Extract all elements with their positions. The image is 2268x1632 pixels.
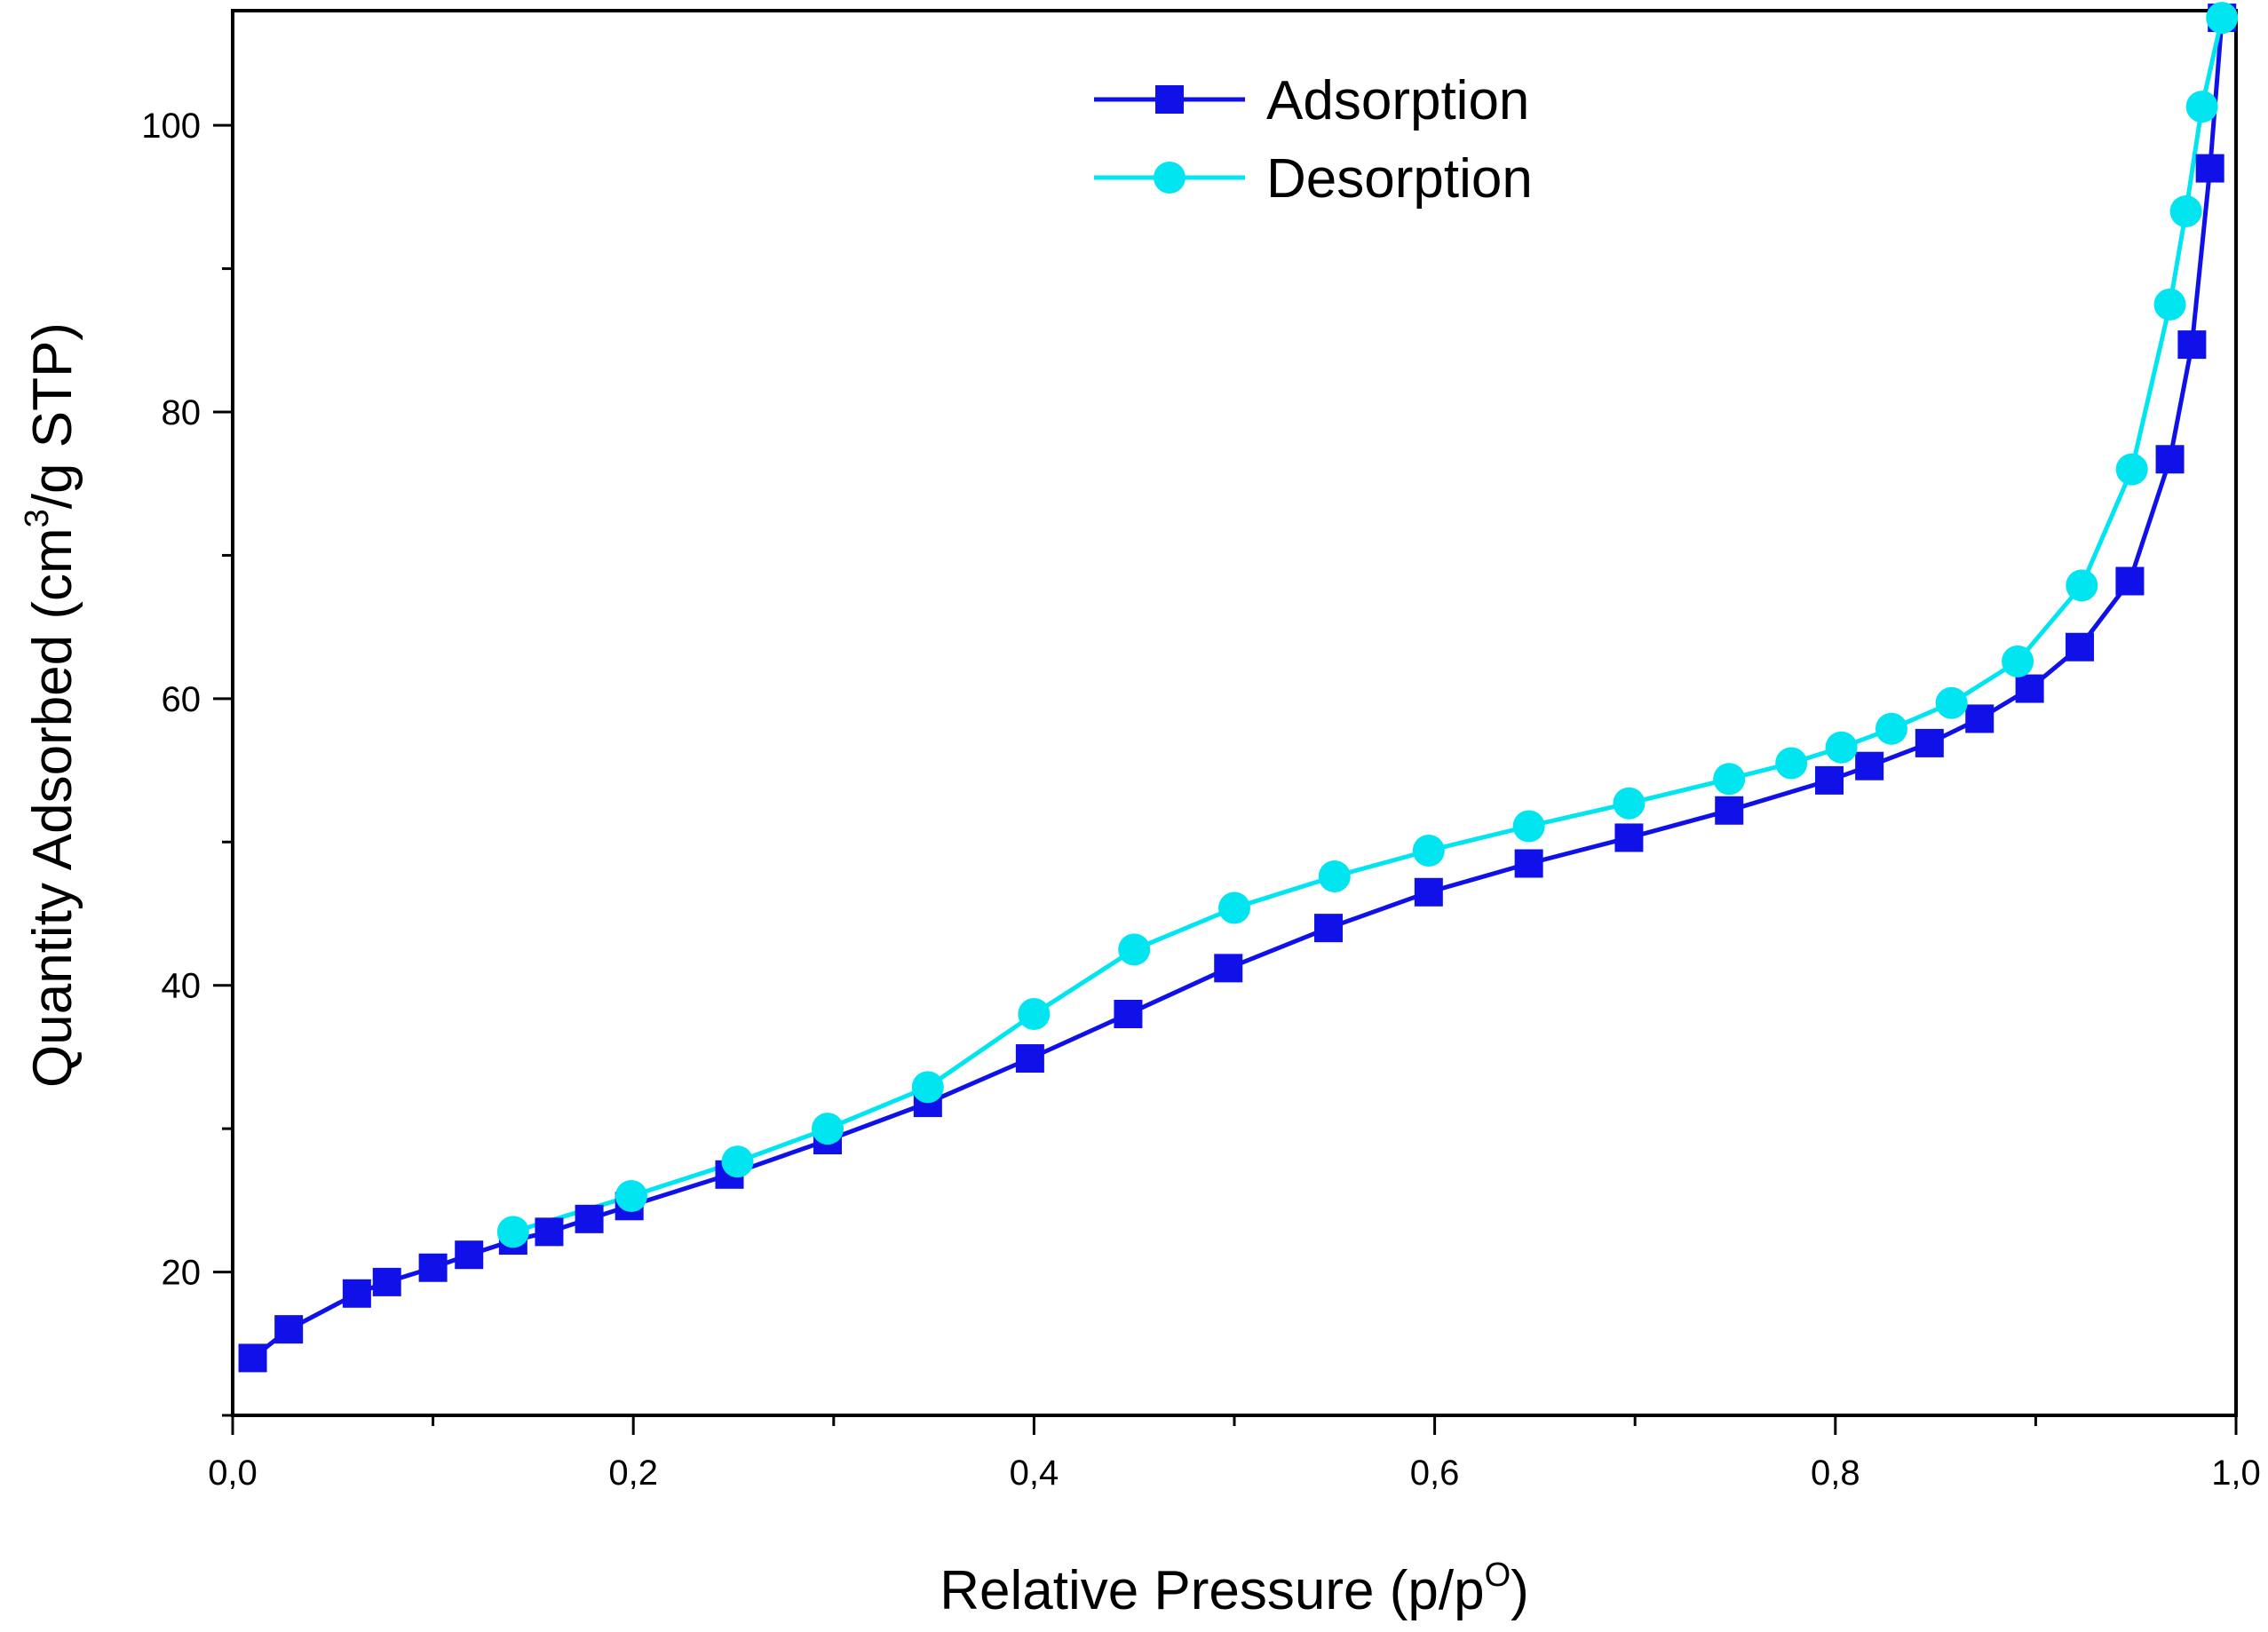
x-tick-label: 0,6 <box>1410 1454 1460 1493</box>
x-tick-label: 1,0 <box>2211 1454 2261 1493</box>
adsorption-line <box>251 17 2224 1360</box>
legend-adsorption-marker <box>1155 85 1184 114</box>
y-axis-title: Quantity Adsorbed (cm3/g STP) <box>19 322 83 1088</box>
adsorption-point <box>372 1267 401 1296</box>
plot-frame <box>231 9 2238 1417</box>
y-axis: 20 40 60 80 100 <box>141 107 233 1417</box>
legend-desorption-label: Desorption <box>1266 148 1533 210</box>
legend: Adsorption Desorption <box>1094 70 1533 210</box>
adsorption-point <box>1614 823 1644 852</box>
legend-adsorption-label: Adsorption <box>1266 70 1529 131</box>
adsorption-point <box>575 1204 604 1233</box>
series-layer <box>238 2 2239 1373</box>
y-axis-title-sup: 3 <box>19 509 56 527</box>
desorption-point <box>1218 891 1250 924</box>
x-axis-title-end: ) <box>1511 1560 1529 1621</box>
legend-desorption-marker <box>1154 162 1186 194</box>
desorption-point <box>1825 731 1858 764</box>
desorption-point <box>2002 645 2034 677</box>
desorption-point <box>1018 998 1051 1030</box>
y-tick-label: 20 <box>162 1254 202 1293</box>
adsorption-point <box>1715 796 1744 825</box>
adsorption-point <box>1915 728 1944 757</box>
x-axis: 0,0 0,2 0,4 0,6 0,8 1,0 <box>208 1415 2261 1493</box>
desorption-point <box>2169 195 2202 227</box>
adsorption-point <box>535 1217 564 1247</box>
desorption-point <box>1875 712 1907 745</box>
adsorption-point <box>238 1343 267 1373</box>
x-tick-label: 0,2 <box>608 1454 658 1493</box>
adsorption-point <box>2195 154 2224 183</box>
y-tick-label: 60 <box>162 680 202 719</box>
y-axis-title-text: Quantity Adsorbed (cm <box>22 527 83 1088</box>
adsorption-point <box>1015 1044 1044 1073</box>
x-axis-title-text: Relative Pressure (p/p <box>940 1560 1484 1621</box>
adsorption-point <box>1114 1000 1143 1028</box>
desorption-point <box>2206 2 2239 35</box>
desorption-line <box>512 17 2224 1234</box>
desorption-point <box>1713 763 1746 796</box>
adsorption-point <box>1965 704 1994 733</box>
x-tick-label: 0,4 <box>1010 1454 1059 1493</box>
x-tick-label: 0,8 <box>1811 1454 1860 1493</box>
x-axis-title-sup: O <box>1485 1557 1511 1594</box>
desorption-point <box>1613 787 1645 820</box>
desorption-point <box>496 1216 529 1248</box>
desorption-point <box>615 1180 647 1213</box>
desorption-point <box>2115 453 2148 486</box>
adsorption-point <box>2066 632 2095 662</box>
desorption-point <box>1935 686 1968 719</box>
adsorption-point <box>274 1315 304 1344</box>
adsorption-point <box>2115 566 2145 596</box>
desorption-point <box>1512 810 1545 843</box>
desorption-point <box>1118 933 1151 966</box>
y-tick-label: 80 <box>162 393 202 432</box>
adsorption-point <box>1514 849 1543 878</box>
adsorption-point <box>1815 765 1844 795</box>
desorption-point <box>1775 747 1808 780</box>
adsorption-point <box>1314 914 1344 943</box>
desorption-point <box>2185 91 2218 123</box>
x-axis-title: Relative Pressure (p/pO) <box>940 1557 1529 1621</box>
x-tick-label: 0,0 <box>208 1454 258 1493</box>
adsorption-point <box>342 1279 371 1308</box>
y-axis-title-end: /g STP) <box>22 322 83 509</box>
desorption-point <box>2066 569 2098 602</box>
adsorption-point <box>2155 445 2185 474</box>
desorption-point <box>2153 288 2186 321</box>
desorption-point <box>812 1113 845 1145</box>
desorption-point <box>911 1071 944 1104</box>
adsorption-point <box>1214 954 1243 983</box>
adsorption-point <box>455 1240 484 1270</box>
adsorption-point <box>418 1253 448 1282</box>
desorption-point <box>721 1145 754 1178</box>
adsorption-point <box>2177 330 2207 360</box>
y-tick-label: 100 <box>141 107 201 146</box>
desorption-point <box>1318 860 1351 893</box>
adsorption-point <box>2015 674 2044 703</box>
desorption-point <box>1412 834 1445 867</box>
adsorption-point <box>1855 751 1884 780</box>
y-tick-label: 40 <box>162 967 202 1006</box>
adsorption-point <box>1414 877 1443 907</box>
